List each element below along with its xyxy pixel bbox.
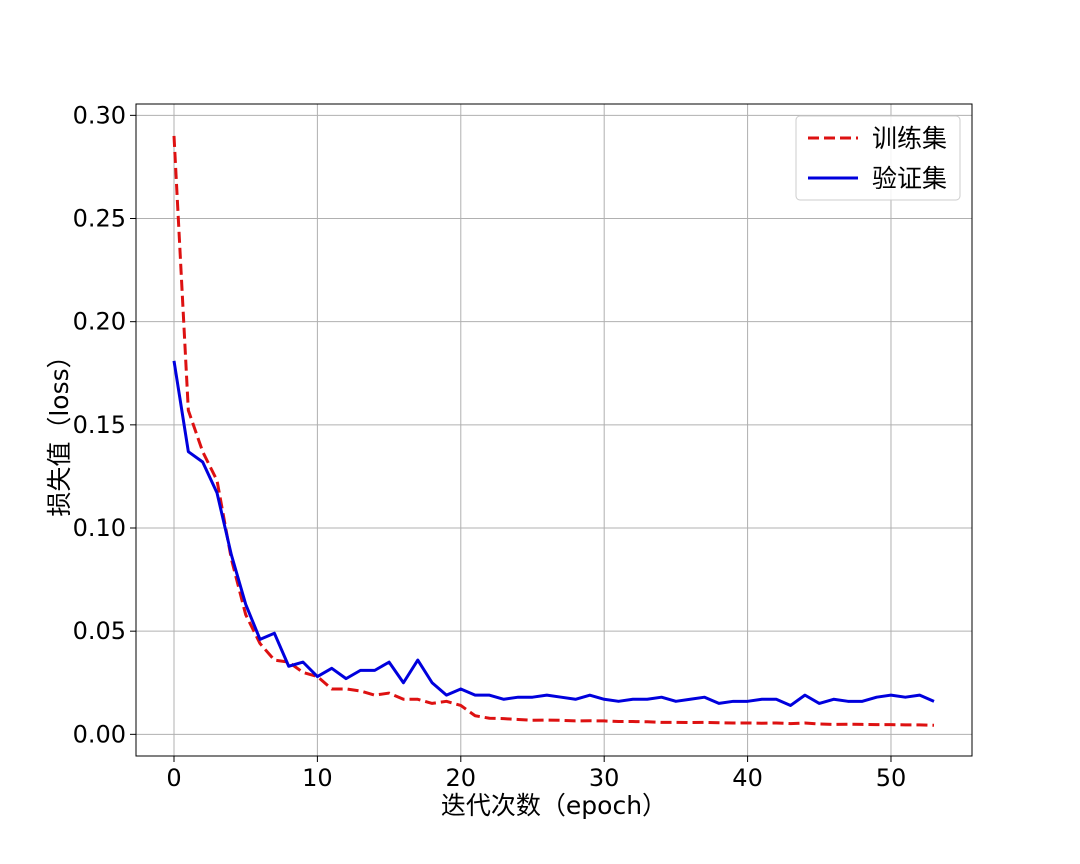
x-tick-label: 10 [302,764,333,792]
legend-label-train: 训练集 [872,124,947,153]
y-axis-ticks: 0.00 0.05 0.10 0.15 0.20 0.25 0.30 [73,101,136,748]
train-loss-line [172,135,935,727]
y-axis-label: 损失值（loss） [45,343,74,516]
series-layer [172,135,935,727]
y-tick-label: 0.00 [73,720,126,748]
y-tick-label: 0.25 [73,205,126,233]
x-tick-label: 30 [589,764,620,792]
legend: 训练集 验证集 [795,115,961,201]
x-tick-label: 20 [446,764,477,792]
grid [136,104,972,756]
legend-label-validation: 验证集 [872,164,947,193]
y-tick-label: 0.15 [73,411,126,439]
y-tick-label: 0.05 [73,617,126,645]
x-axis-label: 迭代次数（epoch） [441,791,667,820]
x-tick-label: 50 [876,764,907,792]
y-tick-label: 0.30 [73,101,126,129]
y-tick-label: 0.10 [73,514,126,542]
x-axis-ticks: 0 10 20 30 40 50 [166,756,906,792]
validation-loss-line [172,360,935,707]
plot-area-frame [135,103,973,757]
x-tick-label: 40 [732,764,763,792]
y-tick-label: 0.20 [73,308,126,336]
x-tick-label: 0 [166,764,181,792]
